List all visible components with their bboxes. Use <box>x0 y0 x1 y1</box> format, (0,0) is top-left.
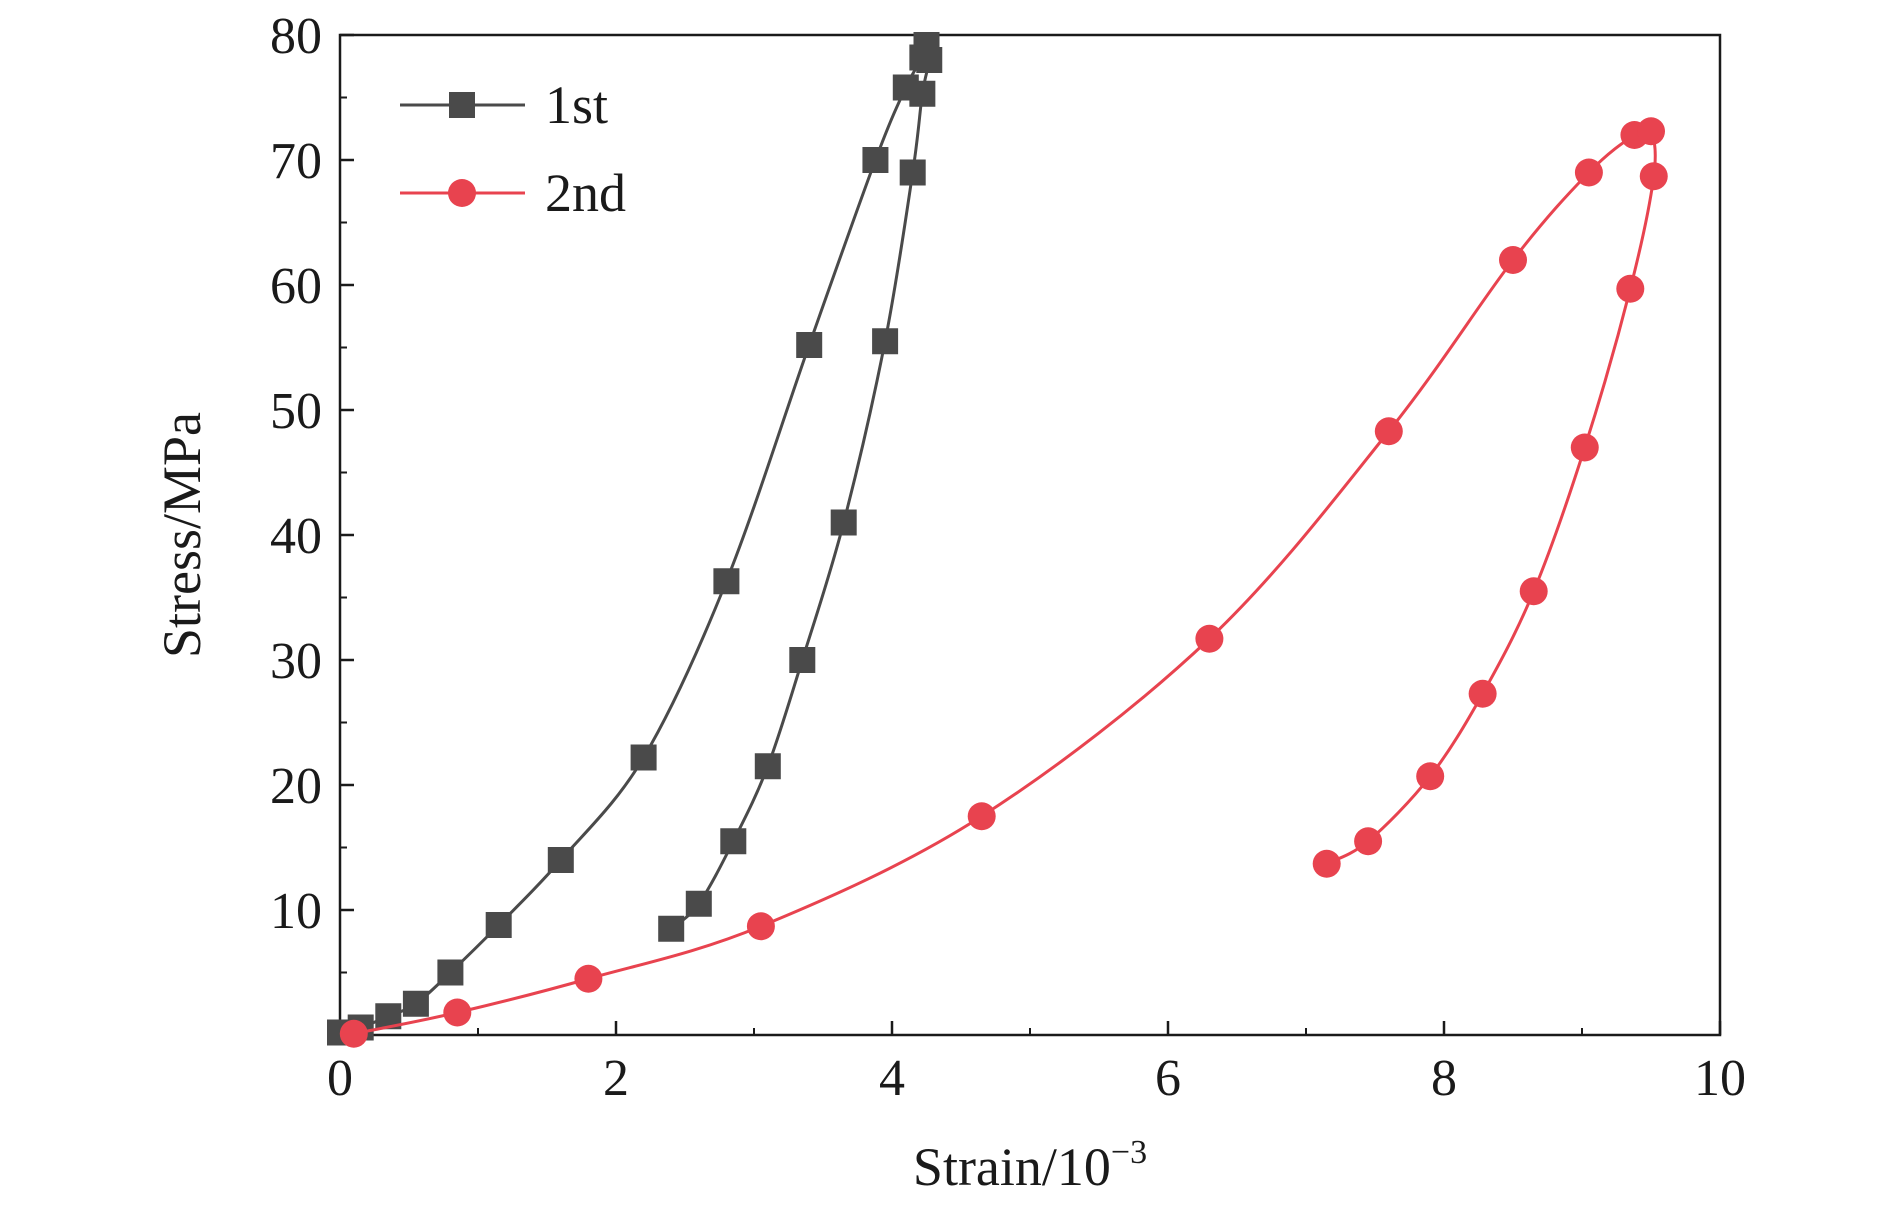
y-tick-label: 30 <box>270 633 322 690</box>
data-point <box>789 647 816 673</box>
data-point <box>1616 274 1645 303</box>
data-point <box>720 828 747 855</box>
series-1 <box>327 32 943 1046</box>
series-line <box>353 126 1657 1036</box>
data-point <box>1195 624 1224 653</box>
data-point <box>899 159 926 186</box>
data-point <box>967 802 996 831</box>
legend-marker <box>449 92 475 118</box>
data-point <box>746 912 775 941</box>
x-tick-label: 2 <box>603 1050 629 1107</box>
y-tick-label: 50 <box>270 383 322 440</box>
x-axis: 0 2 4 6 8 10 <box>327 1021 1746 1107</box>
data-point <box>1416 762 1445 791</box>
series-2 <box>339 117 1668 1048</box>
data-point <box>830 509 857 536</box>
y-tick-label: 70 <box>270 133 322 190</box>
data-point <box>1374 417 1403 446</box>
data-point <box>685 890 712 917</box>
x-tick-label: 8 <box>1431 1050 1457 1107</box>
y-tick-label: 40 <box>270 508 322 565</box>
data-point <box>1574 158 1603 187</box>
data-point <box>630 744 657 771</box>
data-point <box>916 47 943 73</box>
data-point <box>872 328 899 355</box>
legend-item: 1st <box>400 75 608 135</box>
data-point <box>1637 117 1665 146</box>
y-axis-title: Stress/MPa <box>152 412 212 658</box>
y-axis: 10 20 30 40 50 60 70 80 <box>270 8 354 974</box>
x-axis-title-exponent: −3 <box>1111 1134 1147 1171</box>
legend-marker <box>448 179 476 207</box>
data-point <box>443 998 472 1027</box>
x-axis-title: Strain/10−3 <box>913 1134 1147 1197</box>
y-tick-label: 20 <box>270 758 322 815</box>
data-point <box>796 332 823 358</box>
data-point <box>574 964 603 993</box>
x-tick-label: 10 <box>1694 1050 1746 1107</box>
data-point <box>1639 162 1668 191</box>
data-point <box>1499 246 1527 274</box>
x-tick-label: 0 <box>327 1050 353 1107</box>
data-point <box>402 990 429 1017</box>
data-point <box>1312 849 1341 878</box>
data-point <box>754 753 781 780</box>
data-point <box>713 568 740 595</box>
y-tick-label: 80 <box>270 8 322 65</box>
data-point <box>862 147 889 173</box>
legend-label: 1st <box>545 75 608 135</box>
x-tick-label: 6 <box>1155 1050 1181 1107</box>
data-point <box>437 959 464 986</box>
data-point <box>1468 679 1497 708</box>
x-tick-label: 4 <box>879 1050 905 1107</box>
data-point <box>485 912 512 938</box>
data-point <box>339 1019 368 1048</box>
data-point <box>1519 577 1548 606</box>
data-point <box>909 80 936 107</box>
x-axis-title-base: Strain/10 <box>913 1137 1111 1197</box>
data-point <box>547 847 574 873</box>
data-point <box>1354 827 1383 856</box>
legend-label: 2nd <box>545 163 626 223</box>
y-tick-label: 10 <box>270 883 322 940</box>
data-point <box>1570 433 1599 462</box>
data-point <box>658 915 685 942</box>
legend-item: 2nd <box>400 163 626 223</box>
y-tick-label: 60 <box>270 258 322 315</box>
series-layer <box>327 32 1668 1048</box>
